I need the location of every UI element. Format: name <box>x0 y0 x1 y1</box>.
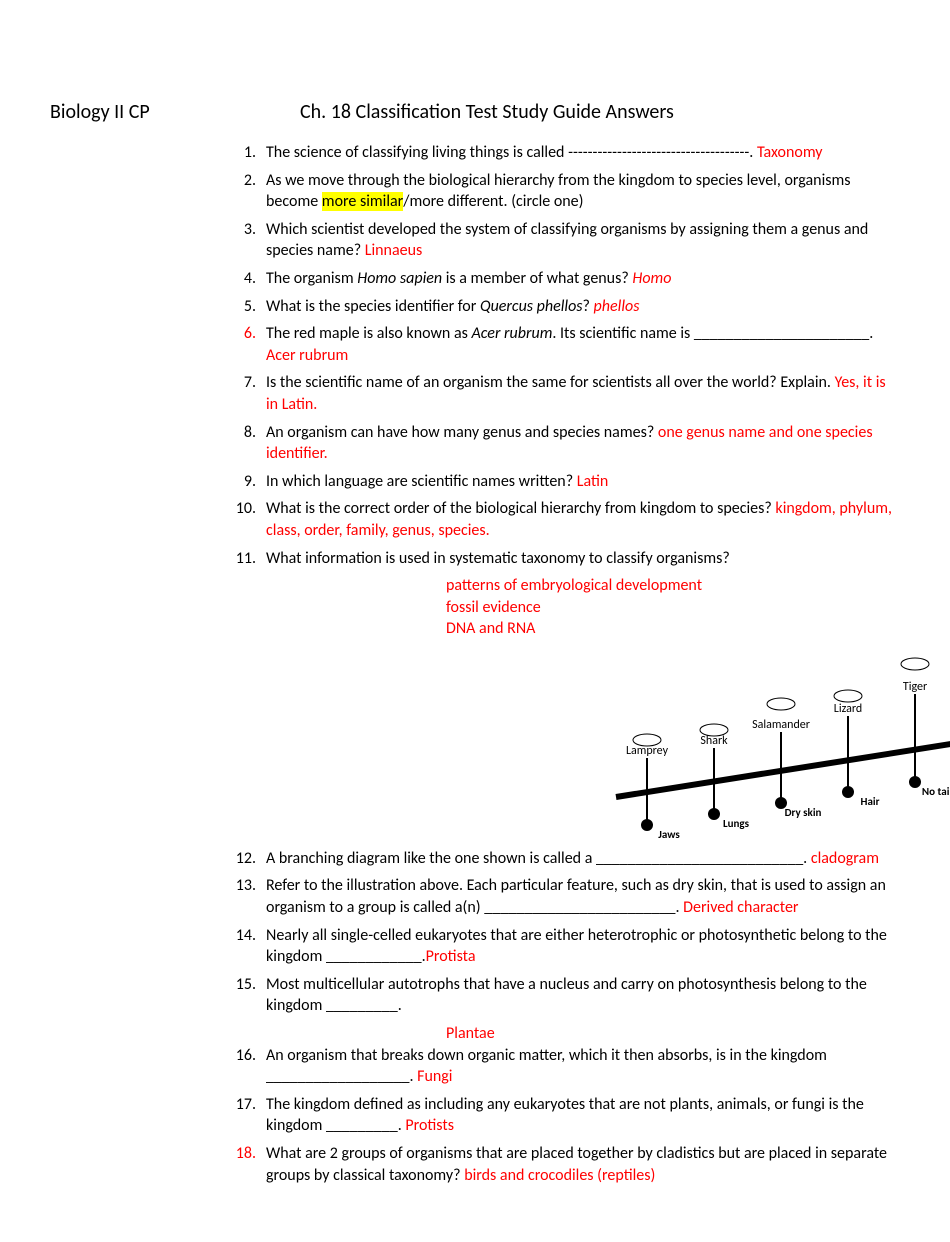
question-number: 15. <box>230 974 256 1017</box>
question-item: 13. Refer to the illustration above. Each… <box>230 875 900 918</box>
question-number: 12. <box>230 848 256 870</box>
answer-subline: fossil evidence <box>446 597 900 619</box>
question-number: 14. <box>230 925 256 968</box>
question-item: 9. In which language are scientific names… <box>230 471 900 493</box>
question-item: 4. The organism Homo sapien is a member o… <box>230 268 900 290</box>
question-content: Nearly all single-celled eukaryotes that… <box>266 925 900 968</box>
highlighted-answer: more similar <box>322 192 403 211</box>
question-item: 17. The kingdom defined as including any … <box>230 1094 900 1137</box>
answer-subline: DNA and RNA <box>446 618 900 640</box>
organism-icon <box>818 686 878 709</box>
question-content: A branching diagram like the one shown i… <box>266 848 900 870</box>
question-content: The red maple is also known as Acer rubr… <box>266 323 900 366</box>
answer-text: Linnaeus <box>365 241 423 260</box>
question-number: 3. <box>230 219 256 262</box>
question-number: 7. <box>230 372 256 415</box>
question-item: 10. What is the correct order of the biol… <box>230 498 900 541</box>
answer-text: Acer rubrum <box>266 346 348 365</box>
question-number: 9. <box>230 471 256 493</box>
question-content: What is the correct order of the biologi… <box>266 498 900 541</box>
question-item: 11. What information is used in systemati… <box>230 548 900 570</box>
question-item: 3.Which scientist developed the system o… <box>230 219 900 262</box>
organism-icon <box>617 730 677 753</box>
header: Biology II CP Ch. 18 Classification Test… <box>50 100 900 124</box>
question-item: 18. What are 2 groups of organisms that a… <box>230 1143 900 1186</box>
character-label: Jaws <box>639 828 699 841</box>
question-number: 5. <box>230 296 256 318</box>
question-content: As we move through the biological hierar… <box>266 170 900 213</box>
page-title: Ch. 18 Classification Test Study Guide A… <box>300 100 674 124</box>
question-content: Most multicellular autotrophs that have … <box>266 974 900 1017</box>
question-number: 8. <box>230 422 256 465</box>
question-number: 16. <box>230 1045 256 1088</box>
question-item: 14. Nearly all single-celled eukaryotes t… <box>230 925 900 968</box>
answer-text: Fungi <box>417 1067 452 1086</box>
question-item: 1. The science of classifying living thin… <box>230 142 900 164</box>
question-item: 8.An organism can have how many genus an… <box>230 422 900 465</box>
answer-subline: Plantae <box>446 1023 900 1045</box>
question-content: An organism can have how many genus and … <box>266 422 900 465</box>
answer-text: Derived character <box>683 898 798 917</box>
organism-label: Salamander <box>751 718 811 732</box>
question-item: 6.The red maple is also known as Acer ru… <box>230 323 900 366</box>
question-number: 17. <box>230 1094 256 1137</box>
question-number: 2. <box>230 170 256 213</box>
organism-label: Tiger <box>885 680 945 694</box>
organism-icon <box>684 720 744 743</box>
answer-text: Homo <box>632 269 671 288</box>
question-list: 1. The science of classifying living thin… <box>50 142 900 1186</box>
character-label: Lungs <box>706 817 766 830</box>
question-content: The kingdom defined as including any euk… <box>266 1094 900 1137</box>
question-item: 2.As we move through the biological hier… <box>230 170 900 213</box>
answer-text: Latin <box>577 472 609 491</box>
question-content: An organism that breaks down organic mat… <box>266 1045 900 1088</box>
question-number: 13. <box>230 875 256 918</box>
answer-text: Protists <box>405 1116 454 1135</box>
question-number: 11. <box>230 548 256 570</box>
answer-text: Protista <box>426 947 476 966</box>
question-content: Which scientist developed the system of … <box>266 219 900 262</box>
question-content: What are 2 groups of organisms that are … <box>266 1143 900 1186</box>
question-number: 6. <box>230 323 256 366</box>
question-content: The science of classifying living things… <box>266 142 900 164</box>
character-label: No tail <box>907 785 950 798</box>
question-number: 1. <box>230 142 256 164</box>
question-item: 16. An organism that breaks down organic … <box>230 1045 900 1088</box>
question-content: What information is used in systematic t… <box>266 548 900 570</box>
question-content: The organism Homo sapien is a member of … <box>266 268 900 290</box>
organism-icon <box>751 694 811 717</box>
question-number: 4. <box>230 268 256 290</box>
question-content: In which language are scientific names w… <box>266 471 900 493</box>
question-item: 7.Is the scientific name of an organism … <box>230 372 900 415</box>
question-content: Is the scientific name of an organism th… <box>266 372 900 415</box>
character-label: Dry skin <box>773 806 833 819</box>
character-label: Hair <box>840 795 900 808</box>
question-content: What is the species identifier for Querc… <box>266 296 900 318</box>
question-item: 15. Most multicellular autotrophs that ha… <box>230 974 900 1017</box>
answer-text: Taxonomy <box>757 143 823 162</box>
answer-text: phellos <box>594 297 640 316</box>
question-item: 12. A branching diagram like the one show… <box>230 848 900 870</box>
organism-icon <box>885 654 945 677</box>
answer-text: birds and crocodiles (reptiles) <box>464 1166 655 1185</box>
question-item: 5. What is the species identifier for Que… <box>230 296 900 318</box>
cladogram-diagram: LampreySharkSalamanderLizardTigerGorilla… <box>446 644 900 844</box>
question-content: Refer to the illustration above. Each pa… <box>266 875 900 918</box>
answer-text: cladogram <box>811 849 879 868</box>
answer-subline: patterns of embryological development <box>446 575 900 597</box>
question-number: 10. <box>230 498 256 541</box>
question-number: 18. <box>230 1143 256 1186</box>
course-label: Biology II CP <box>50 100 300 124</box>
